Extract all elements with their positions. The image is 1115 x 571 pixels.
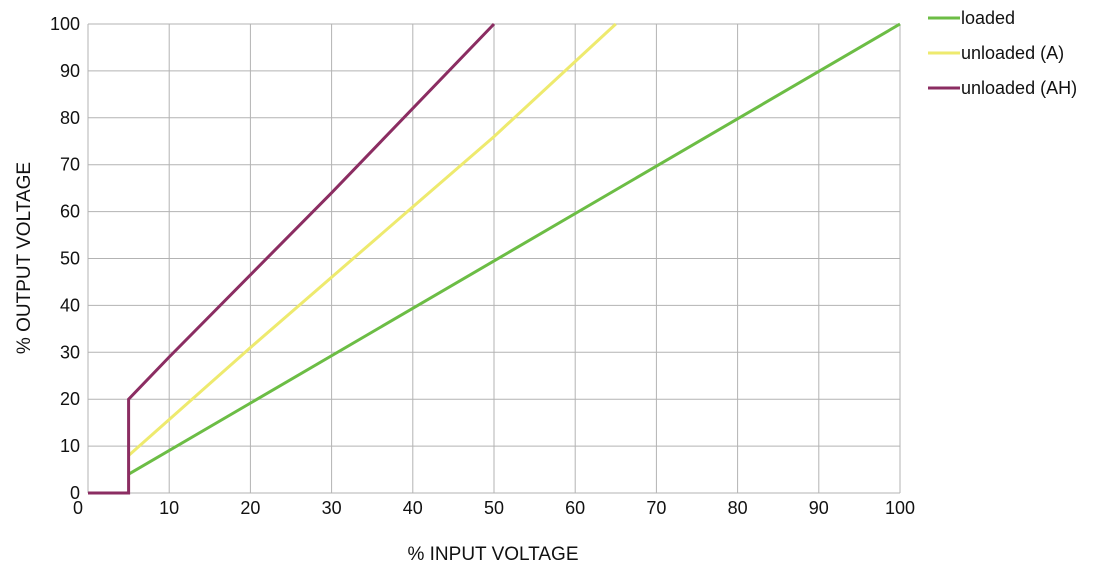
x-tick-label: 80	[728, 498, 748, 518]
series-line-1	[127, 22, 617, 457]
y-tick-label: 60	[60, 202, 80, 222]
y-tick-label: 90	[60, 61, 80, 81]
y-tick-label: 40	[60, 295, 80, 315]
series-line-2	[88, 22, 496, 495]
y-tick-label: 80	[60, 108, 80, 128]
x-tick-label: 30	[322, 498, 342, 518]
y-tick-label: 0	[70, 483, 80, 503]
y-tick-label: 50	[60, 249, 80, 269]
y-axis-title: % OUTPUT VOLTAGE	[14, 162, 35, 354]
y-tick-label: 30	[60, 342, 80, 362]
x-tick-label: 60	[565, 498, 585, 518]
x-axis-title: % INPUT VOLTAGE	[407, 544, 578, 565]
legend-label: unloaded (AH)	[961, 78, 1077, 98]
x-tick-label: 10	[159, 498, 179, 518]
y-tick-label: 10	[60, 436, 80, 456]
y-tick-label: 100	[50, 14, 80, 34]
x-tick-label: 40	[403, 498, 423, 518]
x-tick-label: 20	[240, 498, 260, 518]
x-tick-label: 50	[484, 498, 504, 518]
x-tick-label: 0	[73, 498, 83, 518]
grid	[87, 23, 901, 494]
tick-labels: 0 10 20 30 40 50 60 70 80 90 100 0 10 20 30 40 50 60 70 80 9…	[50, 14, 915, 518]
x-tick-label: 100	[885, 498, 915, 518]
legend: loaded unloaded (A) unloaded (AH)	[928, 8, 1077, 98]
series-lines	[88, 22, 901, 495]
y-tick-label: 20	[60, 389, 80, 409]
legend-label: unloaded (A)	[961, 43, 1064, 63]
legend-label: loaded	[961, 8, 1015, 28]
x-tick-label: 90	[809, 498, 829, 518]
x-tick-label: 70	[646, 498, 666, 518]
series-line-0	[127, 22, 901, 476]
y-tick-label: 70	[60, 155, 80, 175]
